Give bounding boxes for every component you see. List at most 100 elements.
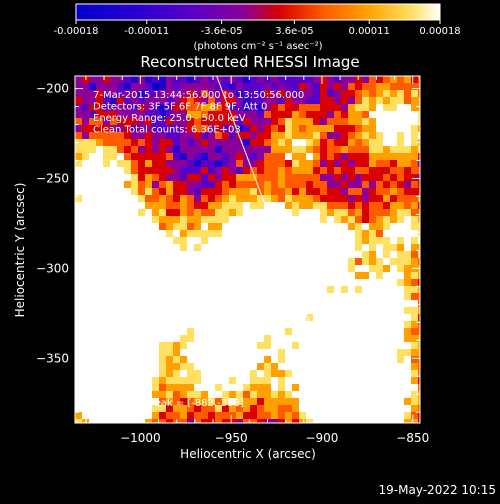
heatmap-cell — [411, 279, 419, 287]
heatmap-cell — [383, 398, 391, 406]
heatmap-cell — [334, 363, 342, 371]
heatmap-cell — [411, 90, 419, 98]
heatmap-cell — [110, 90, 118, 98]
heatmap-cell — [89, 104, 97, 112]
heatmap-cell — [341, 244, 349, 252]
heatmap-cell — [166, 202, 174, 210]
heatmap-cell — [166, 230, 174, 238]
heatmap-cell — [89, 300, 97, 308]
heatmap-cell — [257, 258, 265, 266]
heatmap-cell — [243, 139, 251, 147]
heatmap-cell — [187, 83, 195, 91]
heatmap-cell — [369, 328, 377, 336]
heatmap-cell — [264, 181, 272, 189]
heatmap-cell — [390, 160, 398, 168]
heatmap-cell — [306, 195, 314, 203]
heatmap-cell — [124, 321, 132, 329]
heatmap-cell — [243, 349, 251, 357]
heatmap-cell — [187, 223, 195, 231]
heatmap-cell — [411, 244, 419, 252]
heatmap-cell — [243, 97, 251, 105]
heatmap-cell — [397, 412, 405, 420]
heatmap-cell — [257, 272, 265, 280]
heatmap-cell — [152, 209, 160, 217]
heatmap-cell — [82, 363, 90, 371]
heatmap-cell — [243, 279, 251, 287]
heatmap-cell — [159, 251, 167, 259]
heatmap-cell — [250, 160, 258, 168]
heatmap-cell — [285, 342, 293, 350]
heatmap-cell — [131, 202, 139, 210]
heatmap-cell — [222, 125, 230, 133]
heatmap-cell — [278, 125, 286, 133]
heatmap-cell — [145, 258, 153, 266]
heatmap-cell — [418, 349, 420, 357]
heatmap-cell — [320, 202, 328, 210]
heatmap-cell — [390, 181, 398, 189]
heatmap-cell — [383, 76, 391, 84]
heatmap-cell — [145, 153, 153, 161]
heatmap-cell — [159, 307, 167, 315]
heatmap-cell — [348, 230, 356, 238]
heatmap-cell — [166, 272, 174, 280]
heatmap-cell — [355, 349, 363, 357]
heatmap-cell — [131, 153, 139, 161]
heatmap-cell — [369, 300, 377, 308]
heatmap-cell — [96, 209, 104, 217]
heatmap-cell — [313, 412, 321, 420]
heatmap-cell — [82, 237, 90, 245]
heatmap-cell — [110, 146, 118, 154]
heatmap-cell — [173, 216, 181, 224]
heatmap-cell — [271, 132, 279, 140]
heatmap-cell — [257, 146, 265, 154]
heatmap-cell — [397, 419, 405, 423]
heatmap-cell — [166, 209, 174, 217]
heatmap-cell — [369, 202, 377, 210]
heatmap-cell — [173, 132, 181, 140]
heatmap-cell — [341, 125, 349, 133]
heatmap-cell — [187, 195, 195, 203]
heatmap-cell — [222, 111, 230, 119]
heatmap-cell — [201, 237, 209, 245]
heatmap-cell — [369, 125, 377, 133]
heatmap-cell — [257, 118, 265, 126]
heatmap-cell — [82, 146, 90, 154]
heatmap-cell — [397, 90, 405, 98]
heatmap-cell — [131, 363, 139, 371]
heatmap-cell — [194, 356, 202, 364]
heatmap-cell — [341, 300, 349, 308]
heatmap-cell — [313, 97, 321, 105]
heatmap-cell — [411, 251, 419, 259]
heatmap-cell — [250, 377, 258, 385]
heatmap-cell — [299, 314, 307, 322]
heatmap-cell — [355, 307, 363, 315]
heatmap-cell — [194, 286, 202, 294]
heatmap-cell — [257, 251, 265, 259]
heatmap-cell — [187, 405, 195, 413]
heatmap-cell — [264, 384, 272, 392]
heatmap-cell — [236, 342, 244, 350]
heatmap-cell — [222, 90, 230, 98]
heatmap-cell — [292, 314, 300, 322]
heatmap-cell — [222, 328, 230, 336]
heatmap-cell — [187, 188, 195, 196]
heatmap-cell — [341, 111, 349, 119]
heatmap-cell — [313, 104, 321, 112]
heatmap-cell — [131, 188, 139, 196]
heatmap-cell — [299, 335, 307, 343]
heatmap-cell — [264, 118, 272, 126]
heatmap-cell — [124, 307, 132, 315]
heatmap-cell — [278, 118, 286, 126]
heatmap-cell — [369, 76, 377, 84]
heatmap-cell — [124, 335, 132, 343]
heatmap-cell — [145, 412, 153, 420]
heatmap-cell — [278, 132, 286, 140]
heatmap-cell — [215, 419, 223, 423]
heatmap-cell — [348, 363, 356, 371]
heatmap-cell — [369, 293, 377, 301]
heatmap-cell — [215, 321, 223, 329]
heatmap-cell — [369, 391, 377, 399]
heatmap-cell — [376, 83, 384, 91]
heatmap-cell — [320, 328, 328, 336]
